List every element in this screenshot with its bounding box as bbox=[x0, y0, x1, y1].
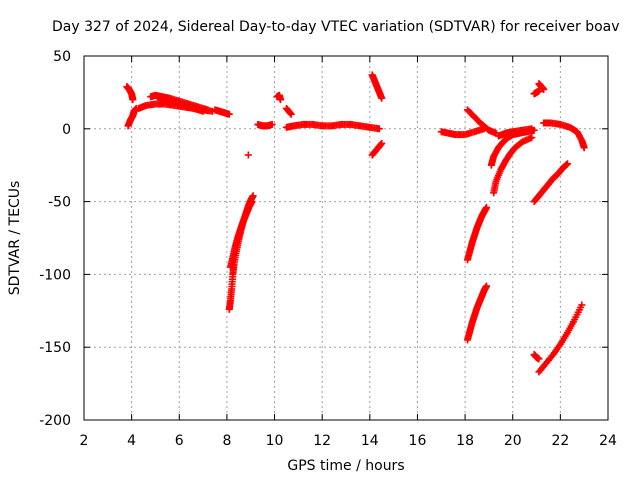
plot-frame bbox=[83, 55, 609, 421]
data-point bbox=[378, 139, 386, 147]
data-point bbox=[244, 151, 252, 159]
x-tick-labels: 2 4 6 8 10 12 14 16 18 20 22 24 bbox=[80, 433, 617, 449]
grid bbox=[84, 56, 608, 420]
data-points bbox=[123, 71, 588, 376]
ticks bbox=[83, 55, 609, 421]
x-tick-label: 20 bbox=[504, 433, 522, 449]
x-tick-label: 24 bbox=[599, 433, 617, 449]
x-tick-label: 2 bbox=[80, 433, 89, 449]
data-point bbox=[287, 110, 295, 118]
data-point bbox=[578, 301, 586, 309]
y-axis-label: SDTVAR / TECUs bbox=[7, 181, 23, 296]
y-tick-label: -200 bbox=[39, 413, 71, 429]
x-tick-label: 18 bbox=[456, 433, 474, 449]
y-tick-label: -150 bbox=[39, 340, 71, 356]
data-point bbox=[268, 120, 276, 128]
data-point bbox=[277, 96, 284, 104]
data-point bbox=[483, 282, 491, 290]
y-tick-label: -100 bbox=[39, 267, 71, 283]
data-point bbox=[249, 192, 257, 200]
data-point bbox=[129, 96, 137, 104]
data-point bbox=[580, 144, 588, 152]
data-point bbox=[378, 94, 386, 102]
y-tick-label: -50 bbox=[48, 195, 71, 211]
x-tick-label: 22 bbox=[551, 433, 569, 449]
x-tick-label: 4 bbox=[127, 433, 136, 449]
data-point bbox=[248, 198, 256, 206]
data-point bbox=[564, 160, 572, 168]
x-tick-label: 16 bbox=[409, 433, 427, 449]
y-tick-label: 50 bbox=[53, 49, 71, 65]
data-point bbox=[375, 125, 383, 133]
data-point bbox=[204, 106, 212, 114]
data-point bbox=[528, 134, 536, 142]
chart-title: Day 327 of 2024, Sidereal Day-to-day VTE… bbox=[52, 19, 620, 35]
x-tick-label: 14 bbox=[361, 433, 379, 449]
data-point bbox=[540, 85, 548, 93]
data-point bbox=[483, 203, 491, 211]
y-tick-labels: -200 -150 -100 -50 0 50 bbox=[39, 49, 71, 429]
x-tick-label: 6 bbox=[175, 433, 184, 449]
x-tick-label: 10 bbox=[266, 433, 284, 449]
x-axis-label: GPS time / hours bbox=[287, 458, 404, 474]
data-point bbox=[225, 110, 233, 118]
data-point bbox=[199, 107, 207, 115]
x-tick-label: 8 bbox=[222, 433, 231, 449]
data-point bbox=[535, 355, 543, 363]
data-point bbox=[535, 87, 543, 95]
x-tick-label: 12 bbox=[313, 433, 331, 449]
data-point bbox=[528, 125, 536, 133]
y-tick-label: 0 bbox=[62, 122, 71, 138]
